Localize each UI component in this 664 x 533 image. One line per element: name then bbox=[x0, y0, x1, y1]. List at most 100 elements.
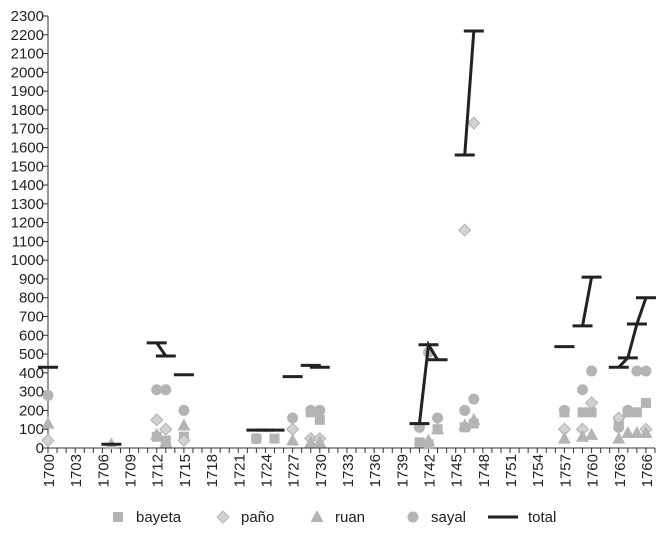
y-tick-label: 800 bbox=[19, 290, 44, 307]
series-sayal-point bbox=[558, 404, 570, 416]
series-bayeta-point bbox=[631, 407, 642, 418]
x-tick-label: 1703 bbox=[68, 454, 85, 487]
series-ruan-point bbox=[422, 433, 436, 446]
x-tick-label: 1730 bbox=[313, 454, 330, 487]
axes bbox=[43, 15, 656, 453]
y-tick-label: 600 bbox=[19, 327, 44, 344]
series-total-line bbox=[417, 340, 439, 424]
x-tick-label: 1727 bbox=[286, 454, 303, 487]
y-tick-label: 2200 bbox=[11, 27, 44, 44]
series-bayeta-point bbox=[269, 433, 280, 444]
series-sayal-point bbox=[586, 365, 598, 377]
x-tick-label: 1757 bbox=[557, 454, 574, 487]
series-pano-point bbox=[159, 422, 173, 436]
series-pano-point bbox=[458, 223, 472, 237]
series-pano-point bbox=[467, 116, 481, 130]
y-tick-label: 900 bbox=[19, 271, 44, 288]
series-ruan-point bbox=[177, 418, 191, 431]
series-sayal-point bbox=[287, 412, 299, 424]
legend-sayal-label: sayal bbox=[431, 509, 466, 526]
series-ruan-point bbox=[612, 431, 626, 444]
series-sayal-point bbox=[160, 384, 172, 396]
legend-ruan-label: ruan bbox=[335, 509, 365, 526]
x-tick-label: 1751 bbox=[503, 454, 520, 487]
x-tick-label: 1715 bbox=[177, 454, 194, 487]
series-ruan-point bbox=[150, 427, 164, 440]
series-pano-point bbox=[150, 413, 164, 427]
x-tick-label: 1700 bbox=[41, 454, 58, 487]
series-sayal-point bbox=[459, 404, 471, 416]
series-total-line bbox=[617, 297, 648, 369]
series-bayeta-point bbox=[640, 397, 651, 408]
series-sayal-point bbox=[577, 384, 589, 396]
y-tick-labels: 0100200300400500600700800900100011001200… bbox=[11, 8, 44, 457]
series-bayeta-point bbox=[577, 407, 588, 418]
x-tick-label: 1739 bbox=[394, 454, 411, 487]
series-bayeta-point bbox=[414, 437, 425, 448]
x-tick-label: 1745 bbox=[449, 454, 466, 487]
x-tick-label: 1721 bbox=[231, 454, 248, 487]
series-pano-point bbox=[286, 422, 300, 436]
x-tick-label: 1763 bbox=[612, 454, 629, 487]
series-bayeta-point bbox=[314, 414, 325, 425]
series-sayal-point bbox=[468, 393, 480, 405]
x-tick-labels: 1700 1703 1706 1709 1712 1715 1718 1721 1724 1727… bbox=[41, 454, 656, 487]
y-tick-label: 200 bbox=[19, 402, 44, 419]
y-tick-label: 1200 bbox=[11, 215, 44, 232]
series-ruan-point bbox=[557, 431, 571, 444]
y-tick-label: 1800 bbox=[11, 102, 44, 119]
y-tick-label: 1600 bbox=[11, 139, 44, 156]
y-tick-label: 100 bbox=[19, 421, 44, 438]
legend: bayeta paño ruan sayal total bbox=[113, 509, 556, 526]
legend-total-label: total bbox=[528, 509, 556, 526]
y-tick-label: 1100 bbox=[12, 233, 44, 250]
y-tick-label: 2000 bbox=[11, 64, 44, 81]
x-tick-label: 1706 bbox=[95, 454, 112, 487]
legend-pano-marker bbox=[216, 510, 230, 524]
y-tick-label: 2100 bbox=[11, 46, 44, 63]
series-total-line bbox=[155, 341, 168, 357]
series-sayal-point bbox=[622, 404, 634, 416]
y-tick-label: 1900 bbox=[11, 83, 44, 100]
x-tick-label: 1766 bbox=[639, 454, 656, 487]
series-pano-point bbox=[177, 433, 191, 448]
x-tick-label: 1712 bbox=[150, 454, 167, 487]
series-ruan-point bbox=[630, 425, 644, 438]
y-tick-label: 700 bbox=[19, 309, 44, 326]
legend-bayeta-label: bayeta bbox=[136, 509, 182, 526]
series-ruan-point bbox=[159, 435, 173, 448]
series-sayal-point bbox=[178, 404, 190, 416]
legend-pano-label: paño bbox=[241, 509, 274, 526]
series-pano-point bbox=[585, 396, 599, 410]
series-ruan-point bbox=[313, 435, 327, 448]
series-ruan-point bbox=[585, 427, 599, 440]
y-tick-label: 500 bbox=[19, 346, 44, 363]
series-ruan-point bbox=[431, 422, 445, 435]
series-sayal-point bbox=[631, 365, 643, 377]
y-tick-label: 400 bbox=[19, 365, 44, 382]
x-tick-label: 1760 bbox=[585, 454, 602, 487]
x-tick-label: 1754 bbox=[530, 454, 547, 487]
series-sayal-point bbox=[640, 365, 652, 377]
series-ruan-point bbox=[576, 429, 590, 442]
series-sayal-point bbox=[613, 421, 625, 433]
y-tick-label: 1400 bbox=[11, 177, 44, 194]
series-ruan-point bbox=[621, 425, 635, 438]
y-tick-label: 1500 bbox=[11, 158, 44, 175]
y-tick-label: 1000 bbox=[11, 252, 44, 269]
series-total-line bbox=[581, 276, 594, 327]
x-tick-label: 1736 bbox=[367, 454, 384, 487]
legend-ruan-marker bbox=[310, 510, 324, 522]
x-tick-label: 1733 bbox=[340, 454, 357, 487]
series-sayal-point bbox=[305, 404, 317, 416]
series-sayal-point bbox=[151, 384, 163, 396]
series-ruan-point bbox=[41, 416, 55, 429]
legend-sayal-marker bbox=[407, 511, 419, 523]
series-ruan-point bbox=[458, 418, 472, 431]
y-tick-label: 300 bbox=[19, 384, 44, 401]
series-sayal-point bbox=[250, 433, 262, 445]
x-tick-label: 1718 bbox=[204, 454, 221, 487]
x-tick-label: 1724 bbox=[258, 454, 275, 487]
series-sayal-point bbox=[42, 389, 54, 401]
